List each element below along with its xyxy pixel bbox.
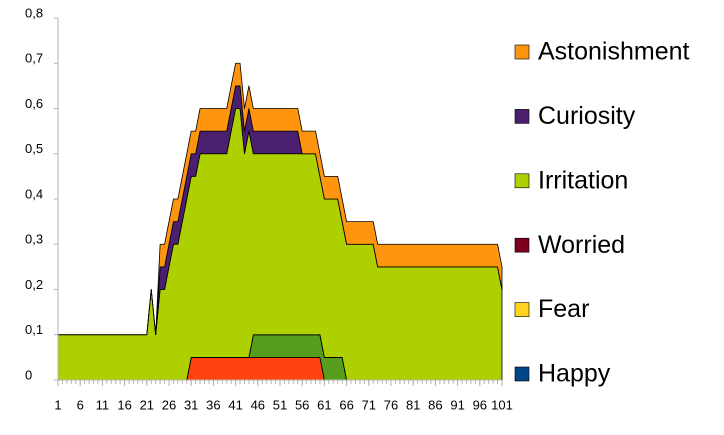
x-tick-label: 61 <box>317 397 331 412</box>
x-tick-label: 46 <box>251 397 265 412</box>
x-tick-label: 101 <box>491 397 513 412</box>
y-tick-label: 0,7 <box>25 51 43 66</box>
x-tick-label: 36 <box>206 397 220 412</box>
legend-label: Fear <box>538 295 589 323</box>
x-tick-label: 16 <box>117 397 131 412</box>
legend-swatch <box>514 237 530 253</box>
legend-label: Worried <box>538 231 625 259</box>
legend-swatch <box>514 366 530 382</box>
y-tick-label: 0,8 <box>25 5 43 20</box>
x-tick-label: 31 <box>184 397 198 412</box>
y-tick-label: 0,4 <box>25 186 43 201</box>
x-tick-label: 91 <box>450 397 464 412</box>
legend-swatch <box>514 44 530 60</box>
y-tick-label: 0,2 <box>25 277 43 292</box>
x-tick-label: 71 <box>362 397 376 412</box>
area <box>57 62 503 336</box>
y-tick-label: 0,5 <box>25 141 43 156</box>
legend-label: Astonishment <box>538 38 690 66</box>
x-tick-label: 1 <box>54 397 61 412</box>
x-tick-label: 6 <box>77 397 84 412</box>
x-tick-label: 76 <box>384 397 398 412</box>
x-tick-label: 41 <box>228 397 242 412</box>
x-tick-label: 66 <box>339 397 353 412</box>
y-tick-label: 0,6 <box>25 96 43 111</box>
x-tick-label: 21 <box>140 397 154 412</box>
legend-label: Irritation <box>538 166 628 194</box>
x-tick-label: 11 <box>96 397 110 412</box>
legend-label: Curiosity <box>538 102 636 130</box>
x-tick-label: 26 <box>162 397 176 412</box>
x-tick-label: 96 <box>473 397 487 412</box>
x-tick-label: 56 <box>295 397 309 412</box>
y-tick-label: 0,1 <box>25 322 43 337</box>
x-tick-label: 86 <box>428 397 442 412</box>
legend-swatch <box>514 109 530 124</box>
legend-label: Happy <box>538 360 611 388</box>
x-tick-label: 81 <box>406 397 420 412</box>
y-tick-label: 0 <box>25 367 32 382</box>
legend-swatch <box>514 173 530 189</box>
x-tick-label: 51 <box>273 397 287 412</box>
y-tick-label: 0,3 <box>25 232 43 247</box>
legend-swatch <box>514 302 530 317</box>
